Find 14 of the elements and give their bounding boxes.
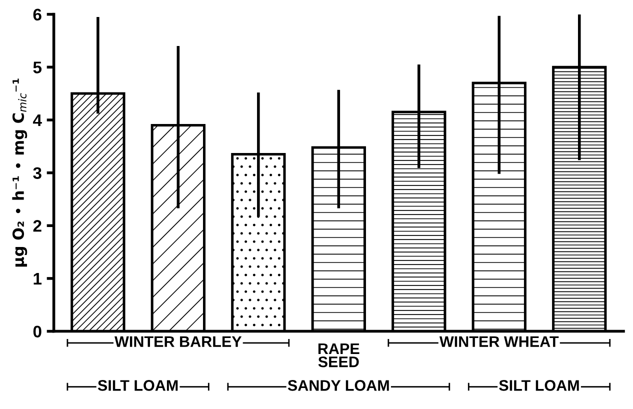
y-tick-label: 3	[33, 167, 42, 180]
text: WINTER WHEAT	[439, 336, 559, 347]
y-tick-label: 5	[33, 62, 42, 74]
text: SILT LOAM	[499, 380, 579, 391]
text: SILT LOAM	[98, 380, 178, 391]
y-tick-label: 6	[33, 8, 42, 21]
text: WINTER BARLEY	[114, 336, 242, 347]
text: SANDY LOAM	[288, 380, 389, 391]
text: RAPE SEED	[318, 343, 360, 368]
y-axis-title: µg O₂ • h⁻¹ • mg C$_{mic}$⁻¹	[12, 78, 28, 267]
y-tick-label: 2	[33, 220, 42, 232]
y-tick-label: 0	[33, 326, 42, 338]
y-tick-label: 1	[34, 273, 42, 284]
y-tick-label: 4	[32, 114, 42, 126]
